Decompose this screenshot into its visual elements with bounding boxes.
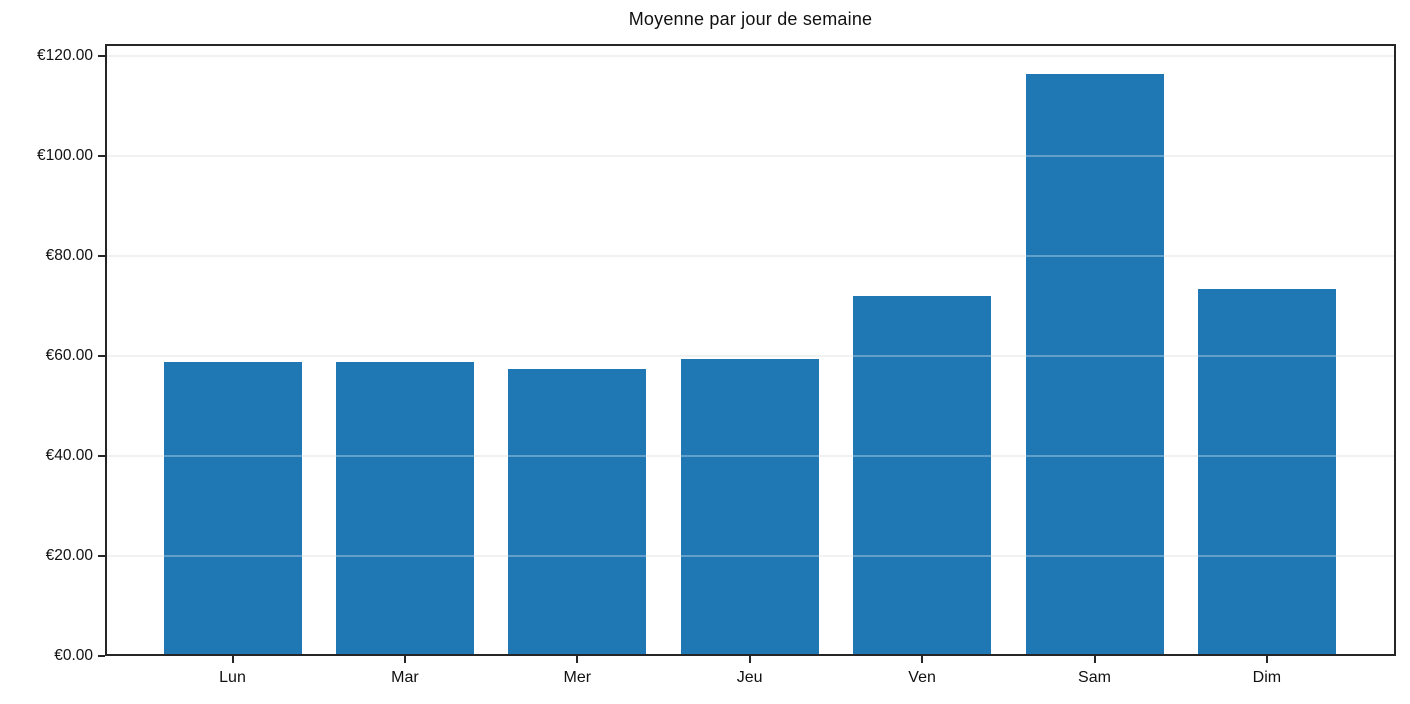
x-tick-label: Lun xyxy=(219,669,246,686)
y-tick-label: €20.00 xyxy=(45,546,93,564)
x-tick-label: Jeu xyxy=(736,669,763,686)
bar-jeu xyxy=(680,359,819,656)
bar-mar xyxy=(335,362,474,656)
x-tick-mark xyxy=(1093,656,1096,663)
x-tick-mark xyxy=(576,656,579,663)
gridline-overlay xyxy=(107,254,1395,257)
y-tick-mark xyxy=(98,54,105,57)
gridline xyxy=(107,54,1395,57)
y-tick-label: €40.00 xyxy=(45,446,93,464)
gridline-overlay xyxy=(107,54,1395,57)
y-tick-mark xyxy=(98,554,105,557)
y-tick-mark xyxy=(98,654,105,657)
y-tick-label: €100.00 xyxy=(36,146,93,164)
x-tick-mark xyxy=(403,656,406,663)
gridline-overlay xyxy=(107,454,1395,457)
y-tick-mark xyxy=(98,154,105,157)
gridline-overlay xyxy=(107,354,1395,357)
x-tick-mark xyxy=(1265,656,1268,663)
bar-sam xyxy=(1025,73,1164,656)
gridline-overlay xyxy=(107,554,1395,557)
x-tick-label: Dim xyxy=(1252,669,1282,686)
y-tick-label: €60.00 xyxy=(45,346,93,364)
gridline xyxy=(107,254,1395,257)
gridline xyxy=(107,354,1395,357)
y-tick-label: €0.00 xyxy=(54,646,93,664)
y-tick-mark xyxy=(98,254,105,257)
y-tick-label: €80.00 xyxy=(45,246,93,264)
x-tick-mark xyxy=(921,656,924,663)
bar-ven xyxy=(853,296,992,656)
plot-area xyxy=(107,46,1395,656)
x-tick-mark xyxy=(231,656,234,663)
y-tick-mark xyxy=(98,454,105,457)
x-tick-label: Mar xyxy=(391,669,419,686)
x-tick-label: Sam xyxy=(1078,669,1111,686)
y-tick-mark xyxy=(98,354,105,357)
chart-title: Moyenne par jour de semaine xyxy=(628,9,873,29)
bar-dim xyxy=(1197,289,1336,656)
x-tick-label: Mer xyxy=(563,669,592,686)
x-tick-label: Ven xyxy=(908,669,936,686)
gridline-overlay xyxy=(107,154,1395,157)
y-tick-label: €120.00 xyxy=(36,46,93,64)
x-tick-mark xyxy=(748,656,751,663)
bar-mer xyxy=(508,369,647,656)
gridline xyxy=(107,154,1395,157)
bar-lun xyxy=(163,362,302,656)
